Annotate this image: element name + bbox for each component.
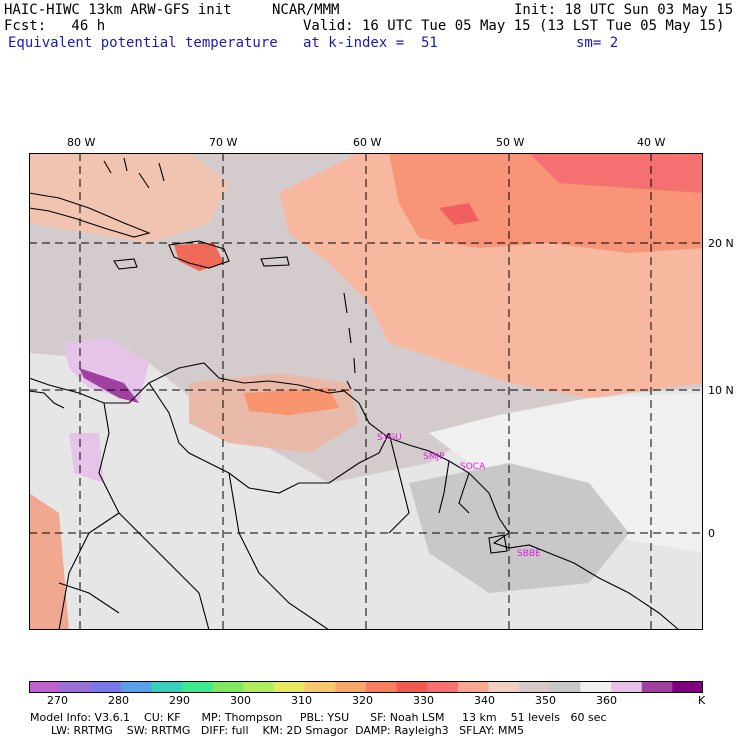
purple-region-colombia (64, 338, 149, 403)
smoothing-label: sm= 2 (576, 35, 619, 51)
lon-label-40w: 40 W (637, 136, 666, 149)
color-bar-cell (243, 681, 275, 693)
org-label: NCAR/MMM (272, 2, 340, 18)
color-bar-cell (212, 681, 244, 693)
hot-region-venezuela (244, 388, 339, 415)
lon-label-60w: 60 W (353, 136, 382, 149)
color-bar-cell (457, 681, 490, 693)
color-bar (29, 681, 703, 693)
valid-time: Valid: 16 UTC Tue 05 May 15 (13 LST Tue … (303, 18, 725, 34)
color-bar-cell (335, 681, 367, 693)
lon-label-80w: 80 W (67, 136, 96, 149)
color-bar-cell (396, 681, 428, 693)
map-frame (29, 153, 703, 630)
color-bar-cell (549, 681, 581, 693)
color-bar-cell (672, 681, 703, 693)
lat-label-0: 0 (708, 527, 715, 540)
level-label: at k-index = 51 (303, 35, 438, 51)
color-bar-cell (151, 681, 183, 693)
lon-label-50w: 50 W (496, 136, 525, 149)
coastlines (29, 157, 680, 630)
station-labels: SYGU SMJP SOCA SBBE (377, 433, 541, 559)
station-sbbe: SBBE (517, 549, 541, 559)
dark-purple-region (79, 368, 139, 403)
cb-label-360: 360 (596, 694, 617, 707)
color-bar-cell (519, 681, 551, 693)
color-bar-cell (59, 681, 91, 693)
color-bar-cell (182, 681, 214, 693)
purple-region-south (69, 433, 104, 483)
color-bar-cell (641, 681, 673, 693)
cb-label-340: 340 (474, 694, 495, 707)
warm-region-northwest (29, 153, 229, 243)
color-bar-cell (29, 681, 61, 693)
cb-label-350: 350 (535, 694, 556, 707)
lon-label-70w: 70 W (209, 136, 238, 149)
model-info-line1: Model Info: V3.6.1 CU: KF MP: Thompson P… (30, 711, 607, 724)
station-sygu: SYGU (377, 433, 402, 443)
field-name: Equivalent potential temperature (8, 35, 278, 51)
color-bar-cell (304, 681, 336, 693)
color-bar-cell (274, 681, 306, 693)
cb-label-330: 330 (413, 694, 434, 707)
color-bar-cell (90, 681, 122, 693)
model-title: HAIC-HIWC 13km ARW-GFS init (4, 2, 232, 18)
hot-region-north (529, 153, 703, 193)
color-bar-frame (29, 681, 703, 693)
station-soca: SOCA (460, 462, 486, 472)
cb-label-310: 310 (291, 694, 312, 707)
cb-label-300: 300 (230, 694, 251, 707)
cb-label-290: 290 (169, 694, 190, 707)
lat-label-10n: 10 N (708, 384, 734, 397)
init-time: Init: 18 UTC Sun 03 May 15 (514, 2, 734, 18)
station-smjp: SMJP (423, 452, 445, 462)
color-bar-cell (366, 681, 398, 693)
hot-spot-hispaniola (174, 243, 224, 271)
cb-label-280: 280 (108, 694, 129, 707)
theta-e-map: SYGU SMJP SOCA SBBE (29, 153, 703, 630)
color-bar-cells (29, 681, 703, 693)
color-bar-cell (427, 681, 459, 693)
model-info-line2: LW: RRTMG SW: RRTMG DIFF: full KM: 2D Sm… (30, 724, 524, 737)
light-region-east (429, 393, 703, 553)
cb-label-270: 270 (47, 694, 68, 707)
forecast-hour: Fcst: 46 h (4, 18, 106, 34)
color-bar-cell (611, 681, 643, 693)
grey-region-amazon (409, 463, 629, 593)
lat-label-20n: 20 N (708, 237, 734, 250)
color-bar-cell (120, 681, 153, 693)
hot-spot-1 (439, 203, 479, 225)
color-bar-cell (488, 681, 520, 693)
cb-unit: K (698, 694, 706, 707)
cb-label-320: 320 (352, 694, 373, 707)
color-bar-cell (580, 681, 612, 693)
warm-region-pacific (29, 493, 69, 630)
